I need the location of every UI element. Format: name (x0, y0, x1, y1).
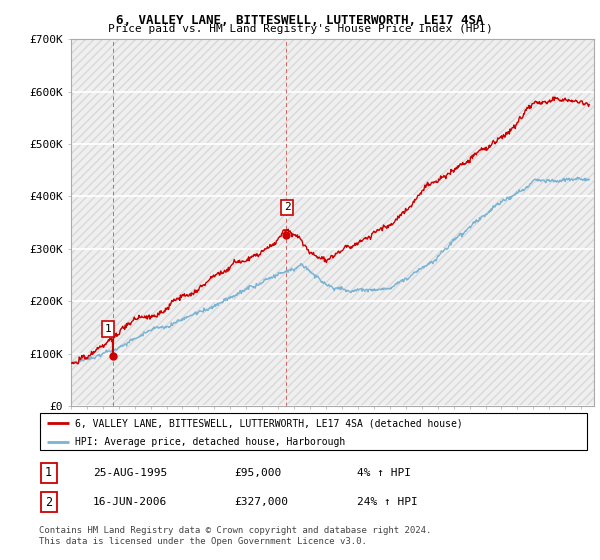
Text: 6, VALLEY LANE, BITTESWELL, LUTTERWORTH, LE17 4SA: 6, VALLEY LANE, BITTESWELL, LUTTERWORTH,… (116, 14, 484, 27)
Text: 2: 2 (45, 496, 52, 509)
Text: 24% ↑ HPI: 24% ↑ HPI (357, 497, 418, 507)
Text: 4% ↑ HPI: 4% ↑ HPI (357, 468, 411, 478)
Text: Price paid vs. HM Land Registry's House Price Index (HPI): Price paid vs. HM Land Registry's House … (107, 24, 493, 34)
Text: 1: 1 (45, 466, 52, 479)
FancyBboxPatch shape (40, 413, 587, 450)
Text: 2: 2 (284, 202, 290, 212)
FancyBboxPatch shape (41, 463, 56, 483)
Text: £327,000: £327,000 (234, 497, 288, 507)
Text: HPI: Average price, detached house, Harborough: HPI: Average price, detached house, Harb… (74, 437, 345, 447)
Text: 25-AUG-1995: 25-AUG-1995 (93, 468, 167, 478)
Text: 1: 1 (105, 324, 112, 334)
Text: £95,000: £95,000 (234, 468, 281, 478)
Text: 16-JUN-2006: 16-JUN-2006 (93, 497, 167, 507)
Text: Contains HM Land Registry data © Crown copyright and database right 2024.
This d: Contains HM Land Registry data © Crown c… (39, 526, 431, 546)
FancyBboxPatch shape (41, 492, 56, 512)
Text: 6, VALLEY LANE, BITTESWELL, LUTTERWORTH, LE17 4SA (detached house): 6, VALLEY LANE, BITTESWELL, LUTTERWORTH,… (74, 418, 463, 428)
